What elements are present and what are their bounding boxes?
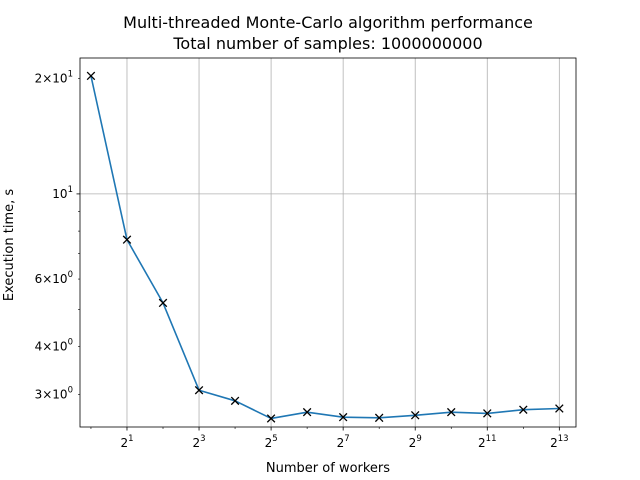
marker-stroke	[410, 411, 420, 420]
series-line	[90, 75, 560, 420]
data-point-marker	[86, 71, 96, 81]
marker-stroke	[158, 298, 168, 308]
x-tick-label: 213	[550, 434, 568, 450]
marker-stroke	[338, 412, 348, 422]
data-point-marker	[338, 412, 348, 422]
data-point-marker	[266, 414, 276, 423]
series-layer	[86, 71, 564, 423]
marker-stroke	[446, 407, 456, 417]
marker-stroke	[266, 414, 276, 423]
data-point-marker	[302, 407, 312, 417]
marker-stroke	[374, 413, 384, 423]
x-tick-label: 25	[265, 434, 278, 450]
y-minor-tick-label: 4×100	[35, 338, 73, 354]
y-minor-tick-label: 3×100	[35, 386, 73, 402]
data-point-marker	[555, 404, 564, 413]
x-tick-label: 27	[337, 434, 350, 450]
data-point-marker	[122, 235, 132, 244]
grid-lines	[80, 58, 576, 427]
marker-stroke	[86, 71, 96, 81]
data-point-marker	[410, 411, 420, 420]
marker-stroke	[483, 409, 492, 418]
data-point-marker	[158, 298, 168, 308]
axis-ticks: 21 23 25 27 29 211 213 101 3×100 4×100 6×100 2×101	[35, 69, 569, 450]
data-point-marker	[230, 396, 240, 406]
marker-stroke	[122, 235, 132, 244]
plot-frame	[79, 57, 577, 428]
x-tick-label: 29	[409, 434, 422, 450]
marker-stroke	[302, 407, 312, 417]
chart-subtitle: Total number of samples: 1000000000	[172, 34, 482, 53]
chart-title: Multi-threaded Monte-Carlo algorithm per…	[123, 13, 533, 32]
data-point-marker	[374, 413, 384, 423]
y-axis-label: Execution time, s	[2, 189, 17, 302]
x-axis-label: Number of workers	[266, 461, 390, 476]
marker-stroke	[555, 404, 564, 413]
data-point-marker	[446, 407, 456, 417]
data-point-marker	[519, 405, 528, 414]
y-tick-label: 101	[52, 185, 73, 201]
y-minor-tick-label: 6×100	[35, 270, 73, 286]
x-tick-label: 21	[120, 434, 133, 450]
data-point-marker	[194, 385, 204, 395]
x-tick-label: 211	[478, 434, 496, 450]
marker-stroke	[230, 396, 240, 406]
y-minor-tick-label: 2×101	[35, 69, 73, 85]
marker-stroke	[194, 385, 204, 395]
marker-stroke	[519, 405, 528, 414]
data-point-marker	[483, 409, 492, 418]
x-tick-label: 23	[193, 434, 206, 450]
